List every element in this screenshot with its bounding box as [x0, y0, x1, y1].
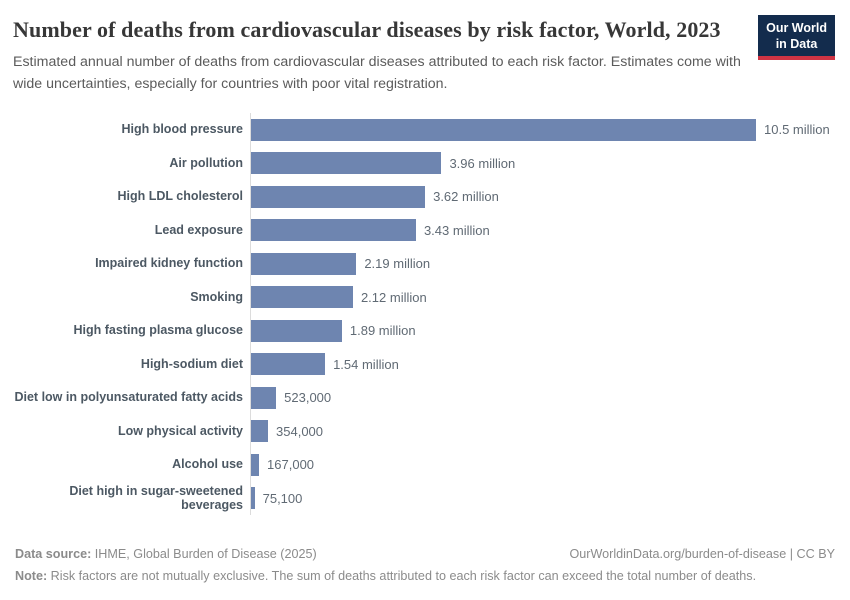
- bar-row: High fasting plasma glucose 1.89 million: [13, 313, 835, 348]
- bar-row: Air pollution 3.96 million: [13, 146, 835, 180]
- bar-row: Lead exposure 3.43 million: [13, 213, 835, 247]
- bar-row: Diet low in polyunsaturated fatty acids 5…: [13, 380, 835, 415]
- bar-row: Smoking 2.12 million: [13, 280, 835, 314]
- category-label: Alcohol use: [172, 457, 243, 472]
- category-label: High-sodium diet: [140, 356, 243, 371]
- citation-link[interactable]: OurWorldinData.org/burden-of-disease | C…: [569, 547, 835, 562]
- bar-track: 2.19 million: [250, 246, 835, 281]
- bar-track: 167,000: [250, 447, 835, 482]
- bar-track: 75,100: [250, 481, 835, 515]
- category-label: Air pollution: [169, 155, 243, 170]
- value-label: 3.62 million: [433, 189, 499, 205]
- bar-track: 1.89 million: [250, 313, 835, 348]
- owid-logo-line1: Our World: [766, 21, 827, 35]
- value-label: 1.54 million: [333, 356, 399, 372]
- value-label: 167,000: [267, 457, 315, 473]
- bar-chart: High blood pressure 10.5 million Air pollu…: [13, 112, 835, 515]
- footer-note-line: Note: Risk factors are not mutually excl…: [15, 566, 835, 587]
- value-label: 354,000: [276, 423, 324, 439]
- footer-source-line: Data source: IHME, Global Burden of Dise…: [15, 544, 835, 565]
- note-label: Note:: [15, 568, 48, 583]
- data-source-label: Data source:: [15, 547, 92, 562]
- bar-track: 1.54 million: [250, 347, 835, 381]
- bar[interactable]: [251, 420, 269, 443]
- note-text: Risk factors are not mutually exclusive.…: [47, 568, 757, 583]
- bar[interactable]: [251, 453, 260, 476]
- owid-logo-line2: in Data: [775, 37, 818, 51]
- category-label: Lead exposure: [154, 222, 243, 237]
- bar-row: High LDL cholesterol 3.62 million: [13, 179, 835, 214]
- data-source: Data source: IHME, Global Burden of Dise…: [15, 544, 317, 565]
- bar[interactable]: [251, 185, 426, 208]
- value-label: 3.43 million: [423, 222, 490, 238]
- bar-row: High-sodium diet 1.54 million: [13, 347, 835, 381]
- bar-track: 3.96 million: [250, 146, 835, 180]
- bar-track: 3.43 million: [250, 213, 835, 247]
- bar[interactable]: [251, 353, 326, 376]
- bar-track: 10.5 million: [250, 112, 835, 147]
- bar[interactable]: [251, 152, 442, 175]
- bar-row: High blood pressure 10.5 million: [13, 112, 835, 147]
- value-label: 1.89 million: [349, 323, 416, 339]
- chart-subtitle: Estimated annual number of deaths from c…: [13, 54, 741, 92]
- bar[interactable]: [251, 487, 255, 510]
- category-label: Diet low in polyunsaturated fatty acids: [14, 390, 243, 405]
- bar-track: 3.62 million: [250, 179, 835, 214]
- bar[interactable]: [251, 252, 357, 275]
- bar[interactable]: [251, 219, 416, 242]
- category-label: High blood pressure: [121, 122, 243, 137]
- bar-track: 354,000: [250, 414, 835, 448]
- header: Number of deaths from cardiovascular dis…: [13, 14, 835, 95]
- value-label: 2.12 million: [360, 289, 427, 305]
- chart-title: Number of deaths from cardiovascular dis…: [13, 17, 721, 42]
- bar-row: Alcohol use 167,000: [13, 447, 835, 482]
- category-label: Low physical activity: [117, 423, 243, 438]
- bar-track: 523,000: [250, 380, 835, 415]
- bar[interactable]: [251, 319, 342, 342]
- category-label: High fasting plasma glucose: [73, 323, 243, 338]
- data-source-text: IHME, Global Burden of Disease (2025): [91, 547, 317, 562]
- bar-row: Diet high in sugar-sweetened beverages 75…: [13, 481, 835, 515]
- owid-logo[interactable]: Our World in Data: [758, 15, 835, 60]
- header-text: Number of deaths from cardiovascular dis…: [13, 14, 758, 95]
- value-label: 75,100: [262, 490, 303, 506]
- bar[interactable]: [251, 386, 277, 409]
- bar-track: 2.12 million: [250, 280, 835, 314]
- value-label: 10.5 million: [764, 122, 830, 138]
- value-label: 3.96 million: [449, 155, 516, 171]
- category-label: High LDL cholesterol: [117, 189, 243, 204]
- bar-row: Low physical activity 354,000: [13, 414, 835, 448]
- footer: Data source: IHME, Global Burden of Dise…: [15, 544, 835, 587]
- value-label: 523,000: [284, 390, 332, 406]
- bar[interactable]: [251, 118, 756, 141]
- bar-row: Impaired kidney function 2.19 million: [13, 246, 835, 281]
- category-label: Smoking: [190, 289, 243, 304]
- bar[interactable]: [251, 286, 353, 309]
- category-label: Impaired kidney function: [95, 256, 243, 271]
- value-label: 2.19 million: [364, 256, 431, 272]
- category-label: Diet high in sugar-sweetened beverages: [69, 483, 243, 513]
